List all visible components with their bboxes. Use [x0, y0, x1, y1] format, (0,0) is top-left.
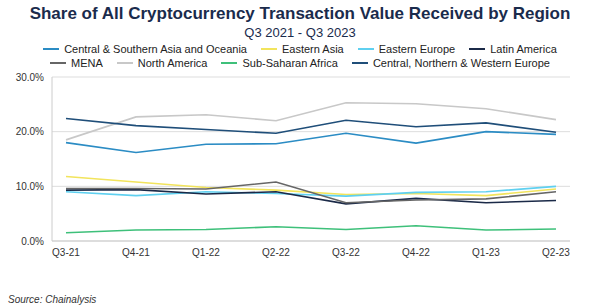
html-text:Central & Southern Asia and Oc: Central & Southern Asia and Oceania: [64, 43, 247, 55]
html-text:Sub-Saharan Africa: Sub-Saharan Africa: [242, 57, 338, 69]
svg-text:Q3-21: Q3-21: [52, 247, 80, 258]
svg-text:Q2-22: Q2-22: [262, 247, 290, 258]
html-text:Eastern Europe: Eastern Europe: [378, 43, 456, 55]
html-text:MENA: MENA: [71, 57, 103, 69]
svg-text:Q3-22: Q3-22: [332, 247, 360, 258]
svg-text:0.0%: 0.0%: [21, 236, 44, 247]
svg-text:10.0%: 10.0%: [16, 181, 44, 192]
svg-text:Q2-23: Q2-23: [542, 247, 570, 258]
svg-text:Q1-23: Q1-23: [472, 247, 500, 258]
svg-text:Q4-21: Q4-21: [122, 247, 150, 258]
html-text:Eastern Asia: Eastern Asia: [282, 43, 344, 55]
html-text:Source: Chainalysis: Source: Chainalysis: [8, 294, 97, 305]
html-text:Central, Northern & Western Eu: Central, Northern & Western Europe: [372, 57, 550, 69]
svg-text:Q4-22: Q4-22: [402, 247, 430, 258]
html-text:Share of All Cryptocurrency Tr: Share of All Cryptocurrency Transaction …: [29, 4, 571, 23]
html-text:North America: North America: [137, 57, 208, 69]
svg-text:30.0%: 30.0%: [16, 72, 44, 83]
html-text:Latin America: Latin America: [490, 43, 557, 55]
html-text:Q3 2021 - Q3 2023: Q3 2021 - Q3 2023: [244, 25, 356, 40]
svg-text:Q1-22: Q1-22: [192, 247, 220, 258]
svg-text:20.0%: 20.0%: [16, 126, 44, 137]
